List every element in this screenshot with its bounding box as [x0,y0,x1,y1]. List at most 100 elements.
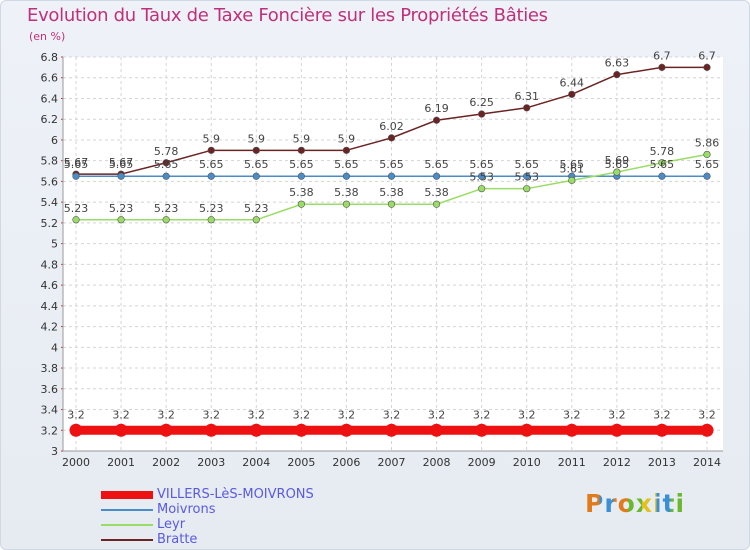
data-point [610,423,624,437]
data-point [297,146,305,154]
data-point [703,63,711,71]
data-point [387,200,396,208]
y-tick-label: 3.8 [41,362,59,375]
chart-title: Evolution du Taux de Taxe Foncière sur l… [27,5,548,26]
y-tick-label: 4 [51,341,58,354]
data-label: 6.25 [469,96,494,109]
data-point [207,172,215,180]
data-label: 5.61 [560,162,585,175]
data-label: 5.65 [244,158,269,171]
data-label: 5.23 [244,202,269,215]
data-label: 5.9 [248,132,266,145]
data-point [658,172,666,180]
data-label: 5.67 [64,156,89,169]
x-tick-label: 2011 [558,456,586,469]
data-label: 5.38 [379,186,404,199]
y-tick-label: 3.2 [41,424,59,437]
data-point [342,146,351,154]
data-point [430,423,444,437]
data-point [523,185,531,193]
data-point [700,423,714,437]
data-point [475,423,489,437]
legend-item: Leyr [101,517,314,532]
y-tick-label: 4.4 [41,300,59,313]
data-label: 5.65 [424,158,449,171]
data-point [159,423,173,437]
x-tick-label: 2006 [332,456,360,469]
data-label: 5.23 [154,202,179,215]
data-point [568,90,576,98]
data-label: 3.2 [473,408,491,421]
data-label: 6.02 [379,120,404,133]
data-label: 6.19 [424,102,449,115]
data-point [658,63,666,71]
data-label: 5.38 [334,186,359,199]
data-point [658,159,666,167]
plot-area [63,57,723,451]
data-point [252,146,260,154]
x-tick-label: 2007 [378,456,406,469]
data-point [342,200,351,208]
y-tick-label: 6.4 [41,92,59,105]
data-label: 5.53 [514,171,539,184]
legend-item: Bratte [101,532,314,547]
x-tick-label: 2004 [242,456,270,469]
data-label: 3.2 [248,408,266,421]
legend-swatch [101,523,153,526]
data-point [520,423,534,437]
data-point [72,172,80,180]
x-tick-label: 2013 [648,456,676,469]
legend-label: Leyr [157,517,186,532]
series-group [69,63,714,437]
data-point [523,104,531,112]
logo-text: Proxiti [585,489,686,518]
data-point [478,185,486,193]
data-label: 6.31 [514,90,539,103]
x-tick-label: 2009 [468,456,496,469]
data-point [69,423,83,437]
data-label: 5.67 [109,156,134,169]
data-label: 6.7 [698,49,716,62]
y-tick-label: 6.6 [41,72,59,85]
data-label: 5.53 [469,171,494,184]
data-label: 3.2 [653,408,671,421]
data-point [655,423,669,437]
data-point [342,172,351,180]
data-label: 6.44 [560,76,585,89]
data-point [339,423,353,437]
data-point [207,146,215,154]
y-tick-label: 5 [51,238,58,251]
data-label: 5.65 [650,158,675,171]
data-label: 3.2 [67,408,85,421]
x-tick-label: 2012 [603,456,631,469]
data-label: 5.78 [650,145,675,158]
data-label: 5.9 [202,132,220,145]
data-point [387,172,396,180]
data-point [478,110,486,118]
data-label: 5.65 [64,158,89,171]
proxiti-logo: Proxiti [585,489,685,518]
data-point [207,216,215,224]
data-point [385,423,398,437]
data-label: 5.65 [109,158,134,171]
y-tick-label: 5.4 [41,196,59,209]
x-tick-label: 2008 [423,456,451,469]
x-tick-label: 2001 [107,456,135,469]
data-label: 5.9 [293,132,311,145]
data-point [703,150,711,159]
data-label: 3.2 [698,408,716,421]
data-label: 5.38 [424,186,449,199]
data-point [72,216,80,224]
data-label: 5.9 [338,132,356,145]
data-label: 5.38 [289,186,314,199]
y-tick-label: 6.8 [41,51,59,64]
data-label: 3.2 [202,408,220,421]
data-label: 5.86 [695,136,720,149]
data-point [204,423,218,437]
y-tick-label: 5.8 [41,155,59,168]
data-point [252,216,260,224]
data-label: 5.65 [289,158,314,171]
data-point [432,200,441,208]
